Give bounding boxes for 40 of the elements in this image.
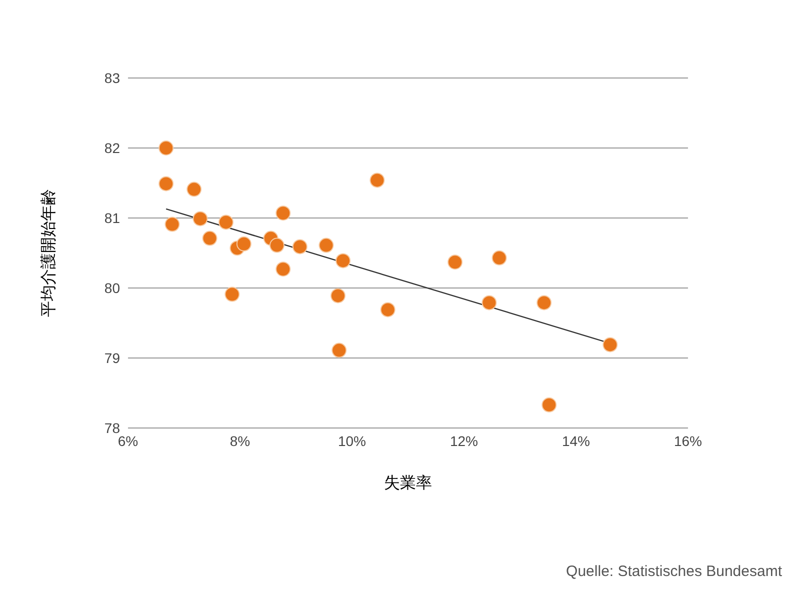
point xyxy=(276,206,291,221)
point xyxy=(370,172,385,188)
point xyxy=(224,286,240,302)
x-tick-label: 12% xyxy=(450,432,478,449)
y-axis-title: 平均介護開始年齢 xyxy=(38,189,58,317)
source-note: Quelle: Statistisches Bundesamt xyxy=(566,563,782,580)
point xyxy=(269,238,284,253)
x-tick-label: 14% xyxy=(562,432,590,449)
y-tick-label: 82 xyxy=(104,140,120,156)
point xyxy=(186,182,202,197)
point xyxy=(292,239,308,254)
point xyxy=(236,236,252,252)
x-axis-title: 失業率 xyxy=(384,473,432,492)
point xyxy=(536,295,552,310)
point xyxy=(164,216,180,232)
point xyxy=(330,288,346,304)
point xyxy=(276,262,291,277)
point xyxy=(380,302,396,318)
point xyxy=(318,238,334,253)
point xyxy=(218,214,234,230)
x-tick-label: 10% xyxy=(338,432,366,449)
point xyxy=(336,253,351,268)
point xyxy=(158,140,174,156)
y-tick-label: 81 xyxy=(104,210,120,226)
y-tick-label: 80 xyxy=(104,280,120,296)
point xyxy=(482,295,497,310)
point xyxy=(448,254,463,270)
y-tick-label: 79 xyxy=(104,350,120,366)
y-tick-label: 83 xyxy=(104,70,120,86)
point xyxy=(332,342,347,358)
x-tick-label: 16% xyxy=(674,432,702,449)
point xyxy=(202,230,218,246)
point xyxy=(602,337,618,352)
point xyxy=(492,250,507,266)
y-tick-label: 78 xyxy=(104,420,120,436)
x-tick-label: 6% xyxy=(118,432,138,449)
point xyxy=(542,397,557,412)
x-tick-label: 8% xyxy=(230,432,250,449)
point xyxy=(158,176,174,192)
point xyxy=(192,211,208,226)
